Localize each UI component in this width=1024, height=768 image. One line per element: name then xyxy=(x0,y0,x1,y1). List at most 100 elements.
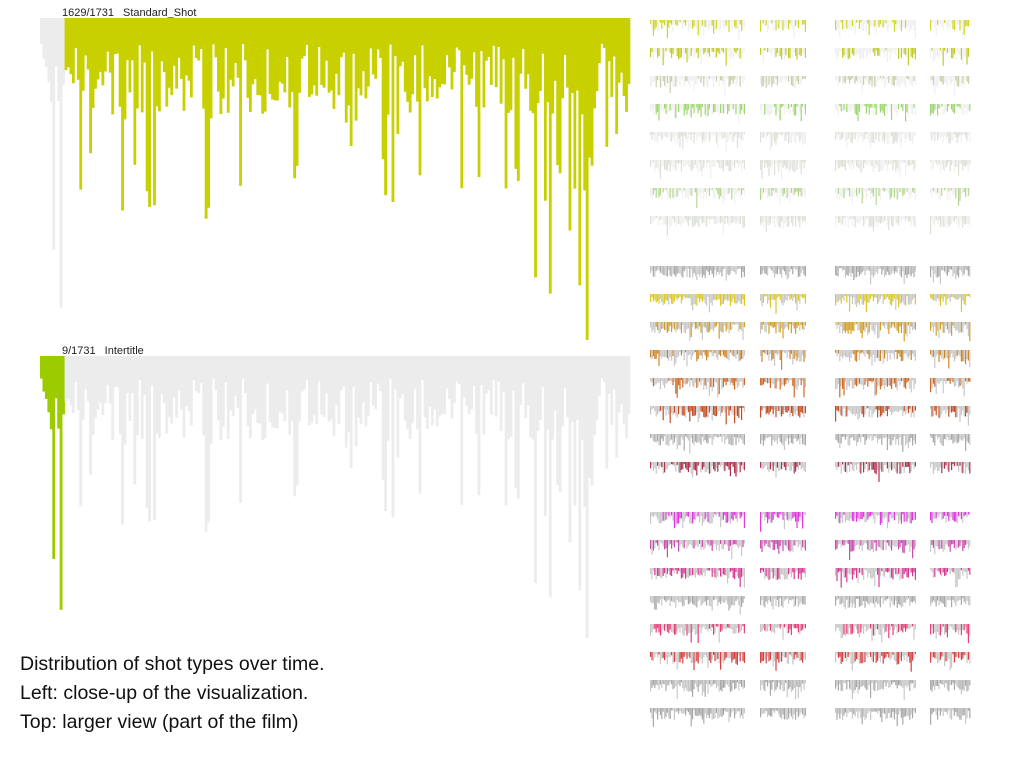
thumbnail-bar xyxy=(861,266,863,273)
thumbnail-bar xyxy=(953,596,955,603)
thumbnail-bar xyxy=(783,160,785,165)
thumbnail-bar xyxy=(941,294,943,299)
thumbnail-bar xyxy=(767,322,769,326)
thumbnail-bar xyxy=(761,568,763,571)
thumbnail-bar xyxy=(715,216,717,224)
thumbnail-bar xyxy=(842,708,844,720)
thumbnail-bar xyxy=(793,48,795,52)
shot-bar xyxy=(278,356,282,412)
thumbnail-bar xyxy=(863,378,865,390)
thumbnail-bar xyxy=(652,294,654,302)
thumbnail-bar xyxy=(665,708,667,717)
thumbnail-bar xyxy=(717,596,719,606)
thumbnail-bar xyxy=(664,462,666,473)
thumbnail-bar xyxy=(690,216,692,224)
thumbnail-bar xyxy=(661,406,663,411)
thumbnail-bar xyxy=(864,568,866,571)
thumbnail-bar xyxy=(678,406,680,415)
thumbnail-bar xyxy=(769,188,771,199)
thumbnail-bar xyxy=(944,652,946,667)
thumbnail-bar xyxy=(711,104,713,116)
thumbnail-bar xyxy=(799,266,801,277)
thumbnail-bar xyxy=(654,216,656,221)
thumbnail-bar xyxy=(707,160,709,163)
thumbnail-bar xyxy=(900,188,902,194)
thumbnail-bar xyxy=(854,624,856,627)
thumbnail-bar xyxy=(699,188,701,194)
thumbnail-bar xyxy=(669,76,671,94)
thumbnail-bar xyxy=(710,680,712,688)
thumbnail-bar xyxy=(793,512,795,517)
thumbnail-bar xyxy=(659,568,661,578)
thumbnail-bar xyxy=(844,132,846,142)
thumbnail-bar xyxy=(860,708,862,719)
shot-bar xyxy=(595,356,599,421)
thumbnail-bar xyxy=(797,540,799,548)
thumbnail-bar xyxy=(836,188,838,199)
thumbnail-bar xyxy=(682,406,684,416)
thumbnail-bar xyxy=(969,434,971,445)
thumbnail-bar xyxy=(683,160,685,167)
thumbnail-bar xyxy=(727,434,729,439)
thumbnail-bar xyxy=(804,596,806,605)
thumbnail-bar xyxy=(907,104,909,117)
thumbnail-bar xyxy=(793,216,795,220)
shot-bar xyxy=(512,356,515,391)
thumbnail-bar xyxy=(789,350,791,359)
thumbnail-bar xyxy=(907,512,909,519)
thumbnail-bar xyxy=(775,76,777,79)
thumbnail-bar xyxy=(932,266,934,283)
thumbnail-bar xyxy=(760,406,762,418)
thumbnail-bar xyxy=(741,652,743,655)
thumbnail-bar xyxy=(944,568,946,576)
thumbnail-bar xyxy=(735,104,737,115)
thumbnail-bar xyxy=(696,378,698,388)
thumbnail-bar xyxy=(662,160,664,167)
thumbnail-bar xyxy=(689,350,691,355)
thumbnail-bar xyxy=(856,406,858,414)
thumbnail-bar xyxy=(893,216,895,220)
shot-bar xyxy=(484,356,488,394)
thumbnail-bar xyxy=(735,350,737,359)
thumbnail-bar xyxy=(939,20,941,24)
thumbnail-bar xyxy=(654,160,656,172)
thumbnail-bar xyxy=(665,378,667,384)
shot-bar xyxy=(472,18,476,53)
thumbnail-bar xyxy=(853,462,855,472)
thumbnail-bar xyxy=(963,596,965,602)
thumbnail-bar xyxy=(708,568,710,571)
thumbnail-bar xyxy=(865,216,867,219)
shot-bar xyxy=(96,356,100,410)
thumbnail-row xyxy=(650,76,971,96)
thumbnail-bar xyxy=(843,48,845,56)
thumbnail-bar xyxy=(882,266,884,270)
thumbnail-bar xyxy=(892,596,894,605)
thumbnail-bar xyxy=(701,48,703,52)
thumbnail-bar xyxy=(666,568,668,574)
thumbnail-bar xyxy=(783,378,785,386)
thumbnail-bar xyxy=(802,708,804,715)
thumbnail-bar xyxy=(724,350,726,357)
thumbnail-bar xyxy=(771,652,773,656)
thumbnail-bar xyxy=(850,462,852,465)
thumbnail-bar xyxy=(888,20,890,28)
thumbnail-bar xyxy=(836,708,838,720)
thumbnail-bar xyxy=(675,406,677,416)
thumbnail-bar xyxy=(715,76,717,82)
thumbnail-bar xyxy=(783,708,785,720)
thumbnail-bar xyxy=(896,378,898,391)
shot-bar xyxy=(44,18,48,68)
thumbnail-bar xyxy=(803,76,805,79)
thumbnail-bar xyxy=(786,266,788,280)
thumbnail-bar xyxy=(937,322,939,332)
thumbnail-bar xyxy=(854,188,856,193)
thumbnail-bar xyxy=(665,512,667,520)
shot-bar xyxy=(502,18,505,60)
shot-bar xyxy=(394,18,397,56)
thumbnail-bar xyxy=(872,540,874,552)
thumbnail-bar xyxy=(877,294,879,305)
thumbnail-bar xyxy=(899,322,901,327)
thumbnail-bar xyxy=(878,104,880,109)
thumbnail-bar xyxy=(932,132,934,135)
thumbnail-row xyxy=(650,160,971,180)
